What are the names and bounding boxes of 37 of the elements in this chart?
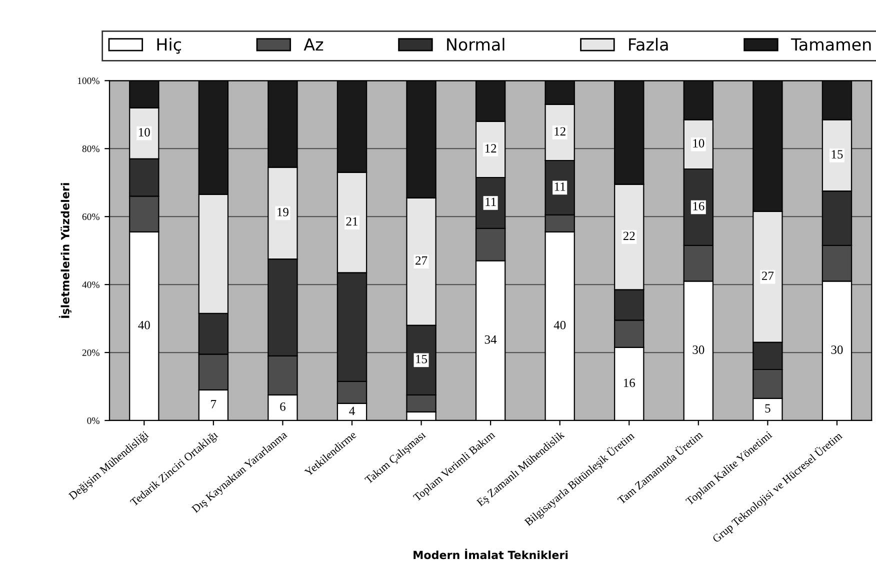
- annotation: 11: [554, 182, 566, 191]
- annotation: 22: [623, 232, 635, 240]
- annotation: 10: [693, 139, 704, 148]
- legend-label: Tamamen: [790, 38, 871, 51]
- y-tick-label: 80%: [82, 146, 100, 152]
- legend-label: Az: [304, 38, 324, 51]
- annotation: 12: [554, 127, 566, 136]
- annotation: 30: [831, 346, 843, 354]
- annotation: 27: [416, 256, 428, 265]
- legend-label: Normal: [447, 38, 504, 51]
- legend-label: Hiç: [157, 38, 181, 54]
- y-axis-title: İşletmelerin Yüzdeleri: [58, 183, 72, 318]
- annotation: 40: [554, 320, 566, 330]
- legend-label: Fazla: [629, 38, 668, 51]
- annotation: 6: [280, 402, 286, 411]
- y-tick-label: 40%: [82, 281, 100, 288]
- annotation: 11: [486, 198, 496, 206]
- annotation: 21: [346, 217, 358, 226]
- annotation: 12: [485, 144, 496, 152]
- annotation: 15: [416, 354, 428, 364]
- y-tick-label: 0%: [87, 417, 100, 424]
- y-tick-label: 20%: [82, 349, 100, 356]
- y-tick-label: 60%: [82, 213, 100, 220]
- annotation: 30: [692, 346, 704, 354]
- annotation: 10: [138, 128, 150, 136]
- annotation: 4: [349, 406, 355, 415]
- x-axis-title: Modern İmalat Teknikleri: [414, 548, 568, 560]
- annotation: 5: [765, 404, 770, 413]
- annotation: 16: [693, 202, 704, 210]
- annotation: 27: [762, 272, 774, 280]
- annotation: 16: [624, 378, 636, 388]
- annotation: 34: [484, 335, 497, 344]
- y-tick-label: 100%: [78, 78, 100, 84]
- annotation: 40: [138, 320, 150, 330]
- annotation: 15: [832, 150, 843, 159]
- annotation: 7: [211, 400, 216, 408]
- annotation: 19: [278, 208, 288, 216]
